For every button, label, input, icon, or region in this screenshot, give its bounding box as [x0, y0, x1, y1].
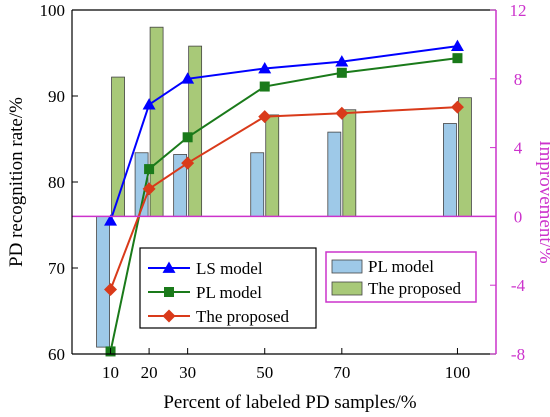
point-pl-model-100: [452, 53, 463, 64]
y-left-tick-label-70: 70: [48, 259, 65, 278]
legend-bar-label-the-proposed: The proposed: [368, 279, 462, 298]
point-the-proposed-10: [104, 283, 118, 296]
bar-pl-70: [327, 131, 342, 217]
point-the-proposed-70: [335, 106, 349, 120]
legend-marker-pl-model: [164, 287, 174, 297]
x-tick-label-50: 50: [256, 363, 273, 382]
y-right-tick-label--4: -4: [511, 276, 526, 295]
point-pl-model-70: [336, 67, 347, 78]
x-tick-label-70: 70: [333, 363, 350, 382]
point-the-proposed-20: [142, 182, 156, 196]
point-ls-model-20: [142, 98, 156, 110]
point-ls-model-100: [450, 39, 464, 51]
point-ls-model-10: [104, 214, 118, 226]
point-ls-model-70: [335, 55, 349, 67]
line-ls-model: [109, 45, 458, 222]
legend-bars: PL model The proposed: [325, 251, 477, 303]
legend-swatch-pl-model: [331, 259, 363, 274]
bar-proposed-100: [458, 97, 472, 217]
y-axis-right-title: Improvement/%: [535, 140, 550, 264]
axes-layer: 60 70 80 90 100 -8 -4 0 4 8 12 10 20 30 50 70 100: [40, 1, 527, 382]
legend-label-pl-model: PL model: [196, 283, 262, 302]
bar-pl-50: [250, 152, 265, 217]
legend-label-ls-model: LS model: [196, 259, 263, 278]
y-right-tick-label-0: 0: [514, 207, 523, 226]
bars-layer: [96, 26, 472, 348]
line-the-proposed: [109, 106, 458, 290]
y-axis-left-title: PD recognition rate/%: [6, 97, 27, 267]
point-pl-model-20: [144, 164, 155, 175]
bar-pl-10: [96, 215, 110, 348]
legend-swatch-the-proposed: [331, 281, 363, 296]
point-the-proposed-50: [258, 110, 272, 124]
y-left-tick-label-80: 80: [48, 173, 65, 192]
y-left-tick-label-100: 100: [40, 1, 66, 20]
y-left-tick-label-60: 60: [48, 345, 65, 364]
point-pl-model-50: [259, 81, 270, 92]
y-right-tick-label--8: -8: [511, 345, 525, 364]
legend-lines: LS model PL model The proposed: [139, 247, 317, 329]
legend-bar-label-pl-model: PL model: [368, 257, 434, 276]
point-pl-model-30: [182, 132, 193, 143]
point-ls-model-50: [258, 61, 272, 74]
legend-label-the-proposed: The proposed: [196, 307, 290, 326]
legend-marker-the-proposed: [162, 309, 176, 323]
line-pl-model: [109, 57, 458, 352]
y-right-tick-label-4: 4: [514, 139, 523, 158]
x-tick-label-30: 30: [179, 363, 196, 382]
bar-proposed-70: [342, 109, 357, 217]
bar-proposed-50: [265, 114, 280, 217]
lines-layer: [104, 39, 464, 357]
y-right-tick-label-8: 8: [514, 70, 523, 89]
x-tick-label-100: 100: [445, 363, 471, 382]
y-right-tick-label-12: 12: [510, 1, 527, 20]
point-the-proposed-100: [450, 100, 464, 114]
point-the-proposed-30: [181, 156, 195, 170]
bar-pl-100: [443, 123, 457, 217]
x-tick-label-10: 10: [102, 363, 119, 382]
legend-marker-ls-model: [162, 261, 176, 273]
y-left-tick-label-90: 90: [48, 87, 65, 106]
x-tick-label-20: 20: [141, 363, 158, 382]
x-axis-title: Percent of labeled PD samples/%: [163, 392, 416, 413]
point-ls-model-30: [181, 72, 195, 84]
